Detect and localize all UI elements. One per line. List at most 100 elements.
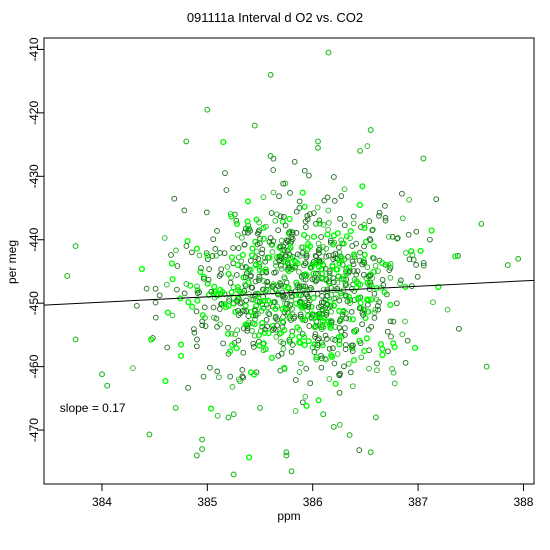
- data-point: [366, 282, 372, 289]
- data-point: [293, 377, 299, 383]
- data-point: [239, 251, 247, 259]
- data-point: [394, 235, 401, 242]
- data-point: [275, 227, 282, 234]
- data-point: [406, 196, 412, 203]
- data-point: [256, 342, 263, 349]
- data-point: [286, 215, 293, 223]
- data-point: [193, 452, 200, 459]
- data-point: [227, 373, 234, 380]
- data-point: [428, 227, 435, 234]
- data-point: [372, 262, 379, 269]
- data-point: [259, 250, 265, 257]
- data-point: [387, 301, 394, 309]
- data-point: [143, 285, 150, 292]
- data-point: [403, 250, 409, 256]
- data-point: [334, 279, 341, 286]
- data-point: [252, 292, 258, 299]
- data-point: [206, 266, 212, 272]
- y-axis: -410 -420 -430 -440 -450 -460 -470: [27, 37, 44, 442]
- data-point: [315, 240, 322, 247]
- data-point: [328, 291, 334, 298]
- data-point: [343, 293, 349, 300]
- data-point: [326, 345, 333, 352]
- data-point: [152, 285, 159, 292]
- data-point: [289, 332, 296, 339]
- data-point: [331, 198, 338, 204]
- data-point: [229, 384, 236, 390]
- data-point: [301, 167, 308, 174]
- data-point: [369, 254, 376, 261]
- data-point: [172, 404, 179, 411]
- data-point: [280, 180, 287, 187]
- data-point: [146, 431, 153, 438]
- data-point: [330, 302, 338, 309]
- data-point: [244, 325, 251, 332]
- data-point: [368, 296, 375, 303]
- y-tick-label: -430: [27, 164, 41, 188]
- data-point: [288, 349, 295, 355]
- data-point: [214, 228, 220, 234]
- data-point: [420, 262, 427, 269]
- data-point: [326, 273, 333, 280]
- data-point: [278, 251, 286, 259]
- data-point: [208, 288, 215, 295]
- data-point: [134, 302, 140, 309]
- data-point: [225, 302, 232, 309]
- data-point: [262, 258, 269, 265]
- data-point: [273, 262, 279, 269]
- data-point: [356, 201, 363, 209]
- data-point: [366, 365, 372, 372]
- data-point: [299, 316, 306, 323]
- data-point: [286, 315, 293, 322]
- data-point: [266, 254, 273, 261]
- data-point: [174, 263, 181, 269]
- data-point: [315, 138, 321, 145]
- data-point: [282, 180, 289, 187]
- data-point: [329, 336, 336, 342]
- data-point: [152, 314, 159, 321]
- data-point: [285, 284, 292, 291]
- data-point: [324, 194, 331, 201]
- data-point: [357, 340, 364, 346]
- data-point: [336, 324, 343, 331]
- data-point: [173, 247, 179, 254]
- data-point: [202, 323, 209, 329]
- data-point: [287, 244, 294, 251]
- data-point: [303, 402, 310, 410]
- data-point: [252, 262, 259, 269]
- data-point: [199, 312, 206, 319]
- data-point: [351, 268, 357, 274]
- data-point: [263, 268, 269, 275]
- data-point: [204, 280, 211, 287]
- data-point: [239, 373, 246, 380]
- data-point: [285, 268, 292, 275]
- data-point: [314, 204, 321, 211]
- data-point: [269, 284, 276, 290]
- data-point: [344, 298, 351, 305]
- data-point: [256, 298, 263, 305]
- data-point: [248, 308, 255, 315]
- data-point: [330, 345, 336, 352]
- data-point: [245, 279, 252, 286]
- data-point: [279, 318, 286, 325]
- data-point: [334, 351, 341, 357]
- data-point: [370, 226, 376, 233]
- y-axis-label: per meg: [5, 240, 19, 284]
- data-point: [240, 307, 246, 314]
- data-point: [230, 245, 236, 251]
- y-tick-label: -410: [27, 37, 41, 61]
- data-point: [259, 246, 266, 253]
- data-point: [359, 183, 366, 190]
- data-point: [387, 318, 394, 325]
- data-point: [223, 187, 230, 193]
- data-point: [247, 257, 254, 264]
- data-point: [325, 207, 332, 214]
- data-point: [228, 289, 235, 296]
- data-point: [224, 264, 231, 270]
- data-point: [324, 292, 331, 299]
- data-point: [349, 383, 356, 390]
- data-point: [307, 211, 313, 217]
- data-point: [361, 243, 367, 250]
- data-point: [241, 241, 248, 248]
- data-point: [264, 278, 271, 285]
